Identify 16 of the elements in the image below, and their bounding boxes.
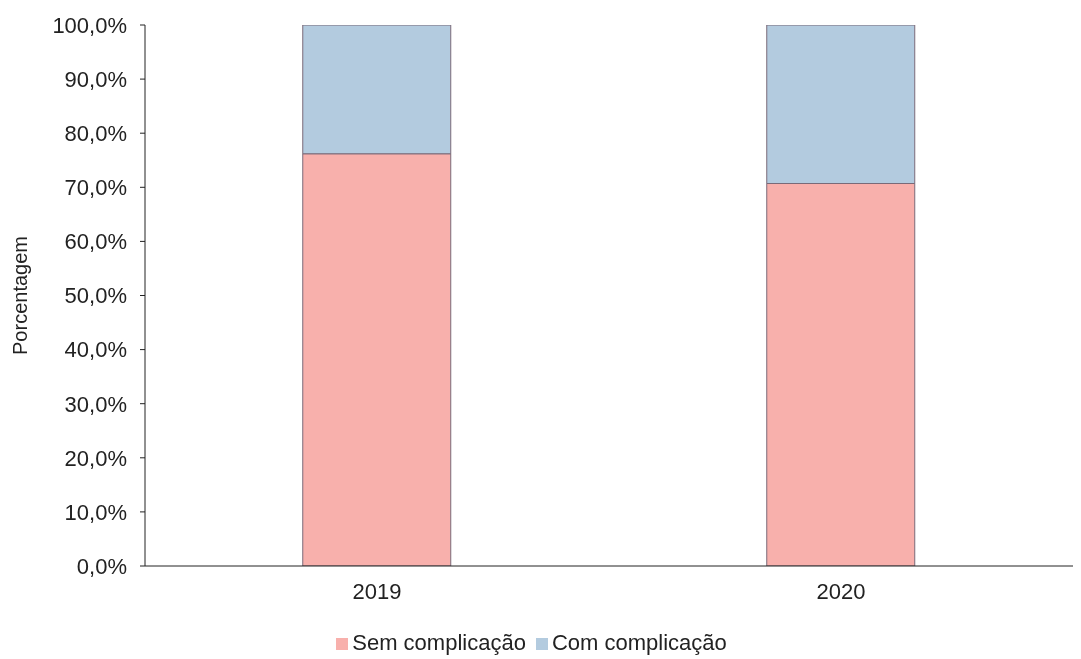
y-tick-label: 70,0% <box>64 175 127 201</box>
legend-label: Sem complicação <box>352 630 526 655</box>
y-tick-label: 50,0% <box>64 283 127 309</box>
y-tick-label: 20,0% <box>64 445 127 471</box>
x-tick-label: 2020 <box>816 578 866 604</box>
y-tick-label: 60,0% <box>64 229 127 255</box>
y-tick-label: 100,0% <box>52 12 127 38</box>
y-tick-label: 10,0% <box>64 499 127 525</box>
y-tick-label: 90,0% <box>64 66 127 92</box>
y-tick-label: 40,0% <box>64 337 127 363</box>
y-axis-title: Porcentagem <box>9 236 32 355</box>
y-tick-label: 80,0% <box>64 121 127 147</box>
y-tick-label: 0,0% <box>76 553 127 579</box>
y-tick-label: 30,0% <box>64 391 127 417</box>
x-tick-label: 2019 <box>352 578 402 604</box>
legend-label: Com complicação <box>551 630 727 655</box>
